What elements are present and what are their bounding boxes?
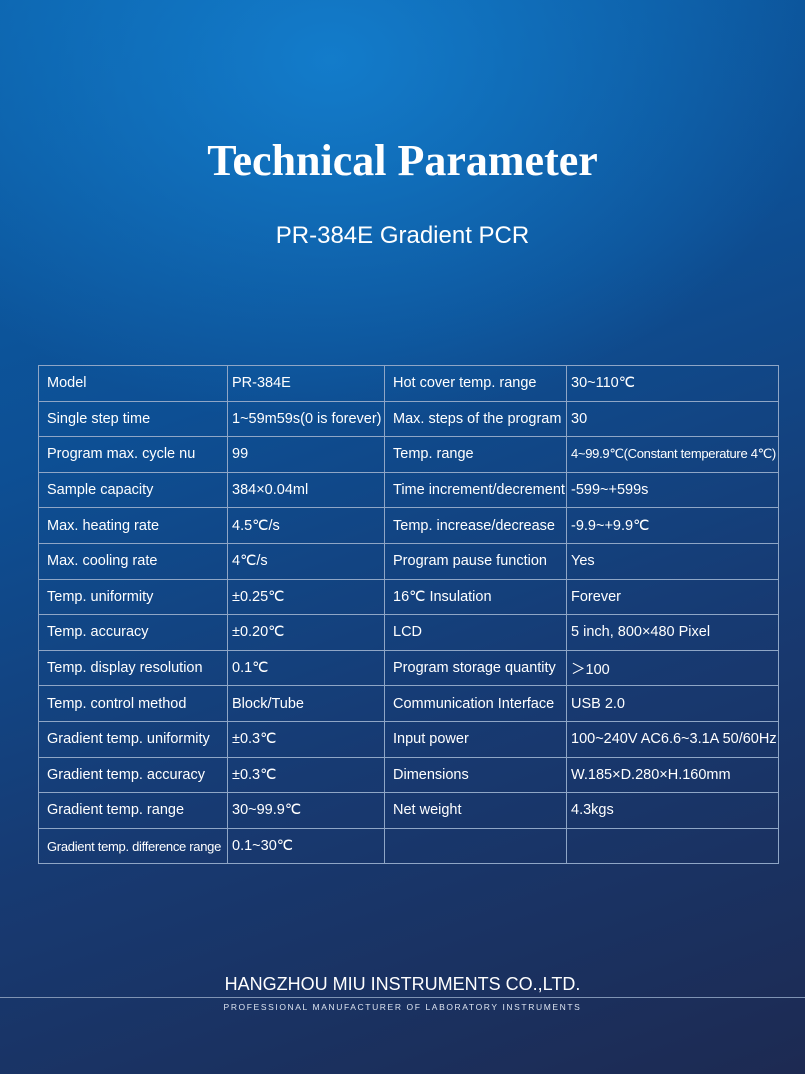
param-value: 5 inch, 800×480 Pixel bbox=[566, 614, 779, 651]
footer-divider bbox=[0, 997, 805, 998]
param-value: Yes bbox=[566, 542, 779, 580]
param-value: 30 bbox=[566, 400, 779, 438]
table-row: Single step time 1~59m59s(0 is forever) Ma… bbox=[38, 400, 779, 438]
param-value: ±0.3℃ bbox=[227, 756, 385, 794]
table-row: Model PR-384E Hot cover temp. range 30~110℃ bbox=[38, 365, 779, 402]
param-label: Gradient temp. uniformity bbox=[38, 720, 228, 758]
param-value: 4℃/s bbox=[227, 542, 385, 580]
table-row: Temp. control method Block/Tube Communicat… bbox=[38, 685, 779, 722]
table-row: Max. heating rate 4.5℃/s Temp. increase/de… bbox=[38, 507, 779, 544]
param-value: 30~110℃ bbox=[566, 365, 779, 402]
param-value: Block/Tube bbox=[227, 685, 385, 722]
param-label: Temp. accuracy bbox=[38, 614, 228, 651]
param-label: Dimensions bbox=[384, 756, 567, 794]
param-label: Hot cover temp. range bbox=[384, 365, 567, 402]
table-row: Gradient temp. difference range 0.1~30℃ bbox=[38, 827, 779, 865]
param-value: 100~240V AC6.6~3.1A 50/60Hz bbox=[566, 720, 779, 758]
page-title: Technical Parameter bbox=[207, 136, 598, 185]
param-label: Max. steps of the program bbox=[384, 400, 567, 438]
param-label: Max. cooling rate bbox=[38, 542, 228, 580]
param-value: ±0.20℃ bbox=[227, 614, 385, 651]
table-row: Temp. uniformity ±0.25℃ 16℃ Insulation Fore… bbox=[38, 578, 779, 616]
param-label: Model bbox=[38, 365, 228, 402]
table-row: Program max. cycle nu 99 Temp. range 4~99.9… bbox=[38, 436, 779, 473]
param-value: 4.3kgs bbox=[566, 792, 779, 829]
param-label: Gradient temp. range bbox=[38, 792, 228, 829]
param-label: Temp. display resolution bbox=[38, 649, 228, 687]
table-row: Temp. display resolution 0.1℃ Program stor… bbox=[38, 649, 779, 687]
param-value: 0.1℃ bbox=[227, 649, 385, 687]
param-value: 30~99.9℃ bbox=[227, 792, 385, 829]
param-label: Temp. range bbox=[384, 436, 567, 473]
param-label: Single step time bbox=[38, 400, 228, 438]
param-value: W.185×D.280×H.160mm bbox=[566, 756, 779, 794]
company-name: HANGZHOU MIU INSTRUMENTS CO.,LTD. bbox=[224, 974, 581, 994]
param-label bbox=[384, 827, 567, 865]
param-value: Forever bbox=[566, 578, 779, 616]
table-row: Temp. accuracy ±0.20℃ LCD 5 inch, 800×480 P… bbox=[38, 614, 779, 651]
table-row: Gradient temp. accuracy ±0.3℃ Dimensions W.… bbox=[38, 756, 779, 794]
param-label: Input power bbox=[384, 720, 567, 758]
param-value: 384×0.04ml bbox=[227, 471, 385, 509]
param-value: PR-384E bbox=[227, 365, 385, 402]
table-row: Gradient temp. range 30~99.9℃ Net weight 4.… bbox=[38, 792, 779, 829]
param-label: Sample capacity bbox=[38, 471, 228, 509]
param-value: -599~+599s bbox=[566, 471, 779, 509]
param-label: Gradient temp. accuracy bbox=[38, 756, 228, 794]
param-label: LCD bbox=[384, 614, 567, 651]
param-value: 1~59m59s(0 is forever) bbox=[227, 400, 385, 438]
table-row: Gradient temp. uniformity ±0.3℃ Input powe… bbox=[38, 720, 779, 758]
param-value: 99 bbox=[227, 436, 385, 473]
table-row: Max. cooling rate 4℃/s Program pause funct… bbox=[38, 542, 779, 580]
param-value: ±0.3℃ bbox=[227, 720, 385, 758]
product-subtitle: PR-384E Gradient PCR bbox=[275, 222, 530, 249]
param-value: USB 2.0 bbox=[566, 685, 779, 722]
param-label: Program max. cycle nu bbox=[38, 436, 228, 473]
spec-table: Model PR-384E Hot cover temp. range 30~110℃… bbox=[38, 365, 779, 865]
param-value: 4.5℃/s bbox=[227, 507, 385, 544]
param-value: 0.1~30℃ bbox=[227, 827, 385, 865]
param-value: ±0.25℃ bbox=[227, 578, 385, 616]
company-tagline: PROFESSIONAL MANUFACTURER OF LABORATORY … bbox=[223, 1002, 582, 1012]
param-label: Program pause function bbox=[384, 542, 567, 580]
param-label: Gradient temp. difference range bbox=[38, 827, 228, 865]
param-label: Temp. increase/decrease bbox=[384, 507, 567, 544]
param-label: Program storage quantity bbox=[384, 649, 567, 687]
param-label: Net weight bbox=[384, 792, 567, 829]
param-label: Temp. uniformity bbox=[38, 578, 228, 616]
table-row: Sample capacity 384×0.04ml Time increment/… bbox=[38, 471, 779, 509]
param-label: Communication Interface bbox=[384, 685, 567, 722]
param-label: Time increment/decrement bbox=[384, 471, 567, 509]
param-label: 16℃ Insulation bbox=[384, 578, 567, 616]
param-value: ＞100 bbox=[566, 649, 779, 687]
param-value: 4~99.9℃(Constant temperature 4℃) bbox=[566, 436, 779, 473]
param-label: Max. heating rate bbox=[38, 507, 228, 544]
param-value bbox=[566, 827, 779, 865]
param-value: -9.9~+9.9℃ bbox=[566, 507, 779, 544]
param-label: Temp. control method bbox=[38, 685, 228, 722]
